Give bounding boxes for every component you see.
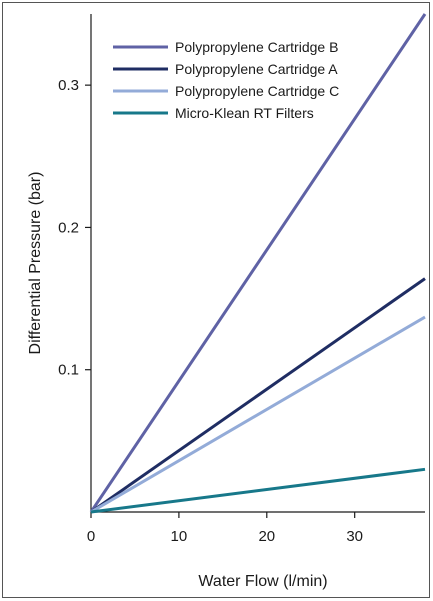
x-tick-label: 20 — [258, 528, 275, 545]
x-tick-label: 30 — [346, 528, 363, 545]
ticks: 0 10 20 30 0.1 0.2 0.3 — [58, 77, 363, 545]
y-tick-label: 0.2 — [58, 219, 79, 236]
legend-label: Micro-Klean RT Filters — [175, 105, 314, 121]
y-axis-title: Differential Pressure (bar) — [27, 172, 44, 355]
series-lines — [89, 13, 427, 514]
y-tick-label: 0.1 — [58, 362, 79, 379]
x-tick-label: 0 — [87, 528, 95, 545]
legend-label: Polypropylene Cartridge A — [175, 61, 338, 77]
series-line — [90, 277, 426, 514]
series-line — [90, 467, 426, 514]
series-line — [89, 13, 427, 513]
y-tick-label: 0.3 — [58, 77, 79, 94]
legend-label: Polypropylene Cartridge C — [175, 83, 339, 99]
legend-label: Polypropylene Cartridge B — [175, 39, 338, 55]
legend: Polypropylene Cartridge B Polypropylene C… — [113, 39, 339, 121]
series-line — [90, 315, 426, 514]
x-axis-title: Water Flow (l/min) — [198, 573, 327, 590]
axes — [90, 14, 425, 513]
x-tick-label: 10 — [171, 528, 188, 545]
